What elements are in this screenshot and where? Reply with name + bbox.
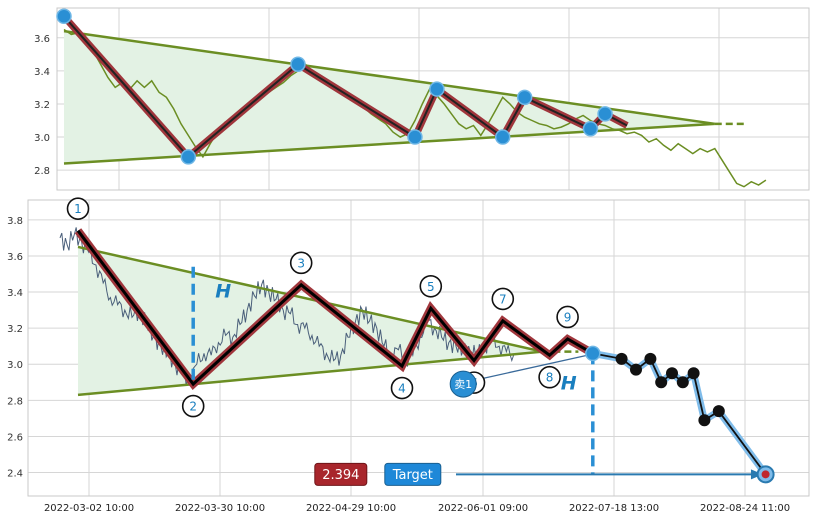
overview-swing-marker-2 (290, 56, 306, 73)
overview-frame (56, 7, 810, 191)
detail-x-tick: 2022-03-30 10:00 (175, 503, 265, 514)
overview-price-line (63, 28, 767, 188)
post-breakout-marker-6 (687, 367, 700, 380)
post-breakout-marker-1 (630, 363, 642, 376)
detail-y-tick: 3.4 (7, 288, 23, 299)
detail-swing-path-inner (76, 229, 594, 387)
target-value-box (314, 462, 368, 486)
post-breakout-marker-3 (655, 376, 668, 389)
overview-swing-marker-4 (429, 81, 445, 97)
overview-triangle-fill (64, 31, 715, 164)
post-breakout-marker-7 (698, 414, 711, 427)
detail-upper-trendline (77, 245, 543, 353)
point-label-circle-5 (419, 274, 443, 298)
detail-y-tick: 3.0 (7, 360, 23, 371)
overview-swing-marker-8 (597, 106, 613, 122)
target-label: Target (392, 468, 433, 483)
overview-y-tick: 3.2 (34, 100, 50, 111)
overview-swing-marker-3 (407, 129, 423, 145)
post-breakout-marker-2 (644, 352, 657, 365)
overview-y-tick: 3.0 (34, 133, 50, 144)
target-marker-center (761, 470, 770, 479)
sell-signal-link (475, 354, 587, 381)
breakout-marker (585, 345, 601, 362)
point-label-circle-4 (390, 376, 414, 400)
sell-signal-label: 卖1 (454, 378, 472, 391)
point-label-circle-3 (289, 251, 313, 275)
height-label-0: H (215, 280, 231, 302)
overview-swing-marker-6 (516, 89, 533, 106)
post-breakout-marker-5 (676, 376, 689, 389)
detail-frame (27, 199, 810, 497)
point-label-circle-7 (491, 287, 515, 311)
point-label-4: 4 (398, 382, 406, 396)
detail-x-tick: 2022-03-02 10:00 (44, 503, 134, 514)
overview-swing-marker-5 (494, 129, 511, 145)
detail-lower-trendline (77, 350, 543, 397)
detail-x-tick: 2022-08-24 11:00 (700, 503, 790, 514)
overview-y-tick: 3.6 (34, 34, 50, 45)
detail-y-tick: 3.8 (7, 216, 23, 227)
overview-swing-path-inner (63, 15, 628, 159)
post-breakout-marker-8 (712, 405, 725, 418)
overview-swing-marker-0 (56, 8, 72, 25)
point-label-1: 1 (74, 202, 82, 216)
point-label-circle-1 (66, 197, 90, 220)
height-label-1: H (561, 373, 577, 395)
point-label-circle-8 (538, 365, 561, 389)
overview-y-tick: 2.8 (34, 166, 50, 177)
detail-y-tick: 2.4 (7, 469, 23, 480)
overview-y-tick: 3.4 (34, 67, 50, 78)
point-label-9: 9 (564, 310, 572, 324)
target-value-label: 2.394 (322, 468, 359, 483)
detail-x-tick: 2022-06-01 09:00 (438, 503, 528, 514)
detail-y-tick: 3.6 (7, 252, 23, 263)
detail-x-tick: 2022-07-18 13:00 (569, 503, 659, 514)
overview-chart: 3.6 3.4 3.2 3.0 2.8 (34, 7, 810, 191)
point-label-7: 7 (499, 292, 507, 306)
point-label-circle-2 (181, 394, 205, 418)
detail-y-tick: 2.6 (7, 432, 23, 443)
overview-swing-marker-7 (582, 121, 599, 137)
detail-y-tick: 2.8 (7, 396, 23, 407)
point-label-3: 3 (297, 256, 305, 270)
post-breakout-marker-0 (615, 352, 628, 365)
target-label-box (384, 462, 442, 486)
point-label-2: 2 (189, 400, 197, 414)
point-label-5: 5 (427, 280, 435, 294)
detail-y-tick: 3.2 (7, 324, 23, 335)
detail-x-tick: 2022-04-29 10:00 (306, 503, 396, 514)
overview-swing-marker-1 (180, 149, 197, 165)
point-label-8: 8 (546, 371, 554, 385)
point-label-circle-9 (556, 305, 579, 329)
sell-signal-marker (449, 370, 477, 398)
post-breakout-marker-4 (666, 367, 678, 380)
overview-lower-trendline (63, 122, 715, 165)
